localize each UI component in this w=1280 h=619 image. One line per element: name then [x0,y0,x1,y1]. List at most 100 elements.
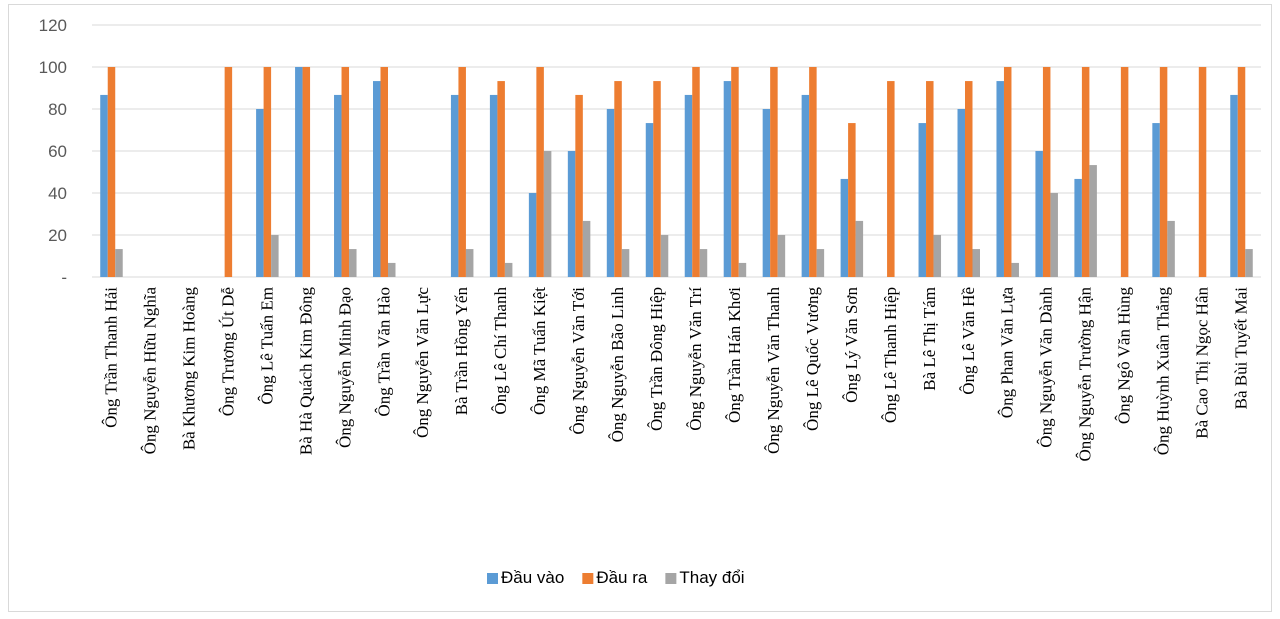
bar [334,94,342,278]
bar [504,262,513,277]
x-tick-label: Ông Nguyễn Minh Đạo [335,287,354,448]
bar [723,81,732,277]
bar [543,151,552,277]
bar [1035,151,1043,277]
bar [777,235,786,277]
bar [809,67,817,277]
bar [373,81,381,277]
x-tick-label: Ông Huỳnh Xuân Thắng [1154,287,1173,456]
bar [957,109,965,277]
bar [653,81,661,277]
x-tick-label: Ông Trương Út Dễ [218,287,237,416]
x-tick-label: Ông Lê Thanh Hiệp [881,287,900,423]
gridlines [92,24,1261,278]
bar [1081,67,1090,277]
bar [840,178,849,277]
bar [645,123,654,277]
bar-chart: - 20 40 60 80 100 120 Ông Trần Thanh Hải Ông Ngu… [39,16,1261,587]
x-tick-label: Ông Lê Quốc Vương [803,287,822,431]
bar [1152,123,1160,277]
bar [497,81,505,277]
x-tick-label: Bà Trần Hồng Yến [452,287,471,416]
x-tick-label: Ông Nguyễn Văn Trí [686,287,705,431]
bar [536,67,544,277]
bar [965,81,973,277]
legend-swatch [582,573,594,584]
bar [801,94,810,278]
x-tick-label: Ông Nguyễn Văn Tới [569,287,588,435]
x-tick-label: Ông Trần Văn Hào [374,287,393,417]
x-tick-label: Ông Trần Đông Hiệp [647,287,666,431]
bar [263,67,272,277]
bar [1245,249,1253,277]
x-tick-label: Bà Khương Kim Hoàng [179,287,198,451]
bar [621,249,630,277]
bar [567,151,576,277]
x-tick-label: Ông Nguyễn Trường Hận [1076,287,1095,462]
x-tick-label: Ông Nguyễn Văn Dành [1037,287,1056,448]
y-tick-label: 60 [48,142,67,161]
legend: Đầu vào Đầu ra Thay đổi [487,568,745,587]
x-tick-label: Ông Lê Tuấn Em [257,287,276,405]
x-tick-label: Ông Trần Thanh Hải [101,287,120,428]
bar [731,67,739,277]
bar [380,67,388,277]
x-tick-label: Ông Mã Tuấn Kiệt [530,287,549,415]
bar [996,81,1004,277]
bar [762,109,771,277]
bar [224,67,233,277]
bar [575,94,583,278]
bar [256,109,264,277]
bar [1159,67,1168,277]
bar [489,94,498,278]
bar [458,67,466,277]
bar [1167,220,1175,277]
x-tick-label: Ông Nguyễn Hữu Nghĩa [140,287,159,455]
bar [1198,67,1207,277]
x-tick-label: Ông Lê Chí Thanh [491,287,510,415]
x-tick-label: Bà Hà Quách Kim Đông [296,287,315,456]
bar [1237,67,1246,277]
y-tick-label: 100 [39,58,67,77]
x-tick-label: Ông Nguyễn Bão Linh [608,287,627,443]
x-tick-label: Ông Nguyễn Văn Lực [413,287,432,438]
bar [1050,193,1058,277]
bar [1011,262,1019,277]
bar [107,67,116,277]
bar [582,220,591,277]
bar [684,94,693,278]
bar [341,67,350,277]
y-tick-label: 40 [48,184,67,203]
bar [100,94,108,278]
bar [388,262,396,277]
bar [855,220,864,277]
x-tick-label: Ông Phan Văn Lựa [998,287,1017,419]
axes: - 20 40 60 80 100 120 Ông Trần Thanh Hải Ông Ngu… [39,16,1251,462]
bar [926,81,934,277]
x-tick-label: Ông Ngô Văn Hùng [1115,287,1134,425]
y-tick-label: - [61,268,67,287]
bar [1120,67,1129,277]
bar [933,235,942,277]
bar [816,249,825,277]
x-tick-label: Ông Lý Văn Sơn [842,287,861,403]
bar [699,249,708,277]
bar [349,249,357,277]
bar [1230,94,1238,278]
legend-label: Đầu vào [501,568,564,587]
x-tick-label: Bà Lê Thị Tám [920,287,939,391]
legend-swatch [665,573,677,584]
bar [450,94,459,278]
bar [770,67,778,277]
bars [100,67,1253,278]
x-tick-label: Ông Trần Hán Khơi [725,287,744,423]
bar [972,249,980,277]
bar [295,67,303,277]
bar [692,67,700,277]
chart-frame: - 20 40 60 80 100 120 Ông Trần Thanh Hải Ông Ngu… [8,4,1272,612]
y-tick-label: 20 [48,226,67,245]
x-tick-label: Bà Bùi Tuyết Mai [1232,287,1251,410]
bar [1042,67,1051,277]
bar [1074,178,1082,277]
legend-swatch [487,573,498,584]
